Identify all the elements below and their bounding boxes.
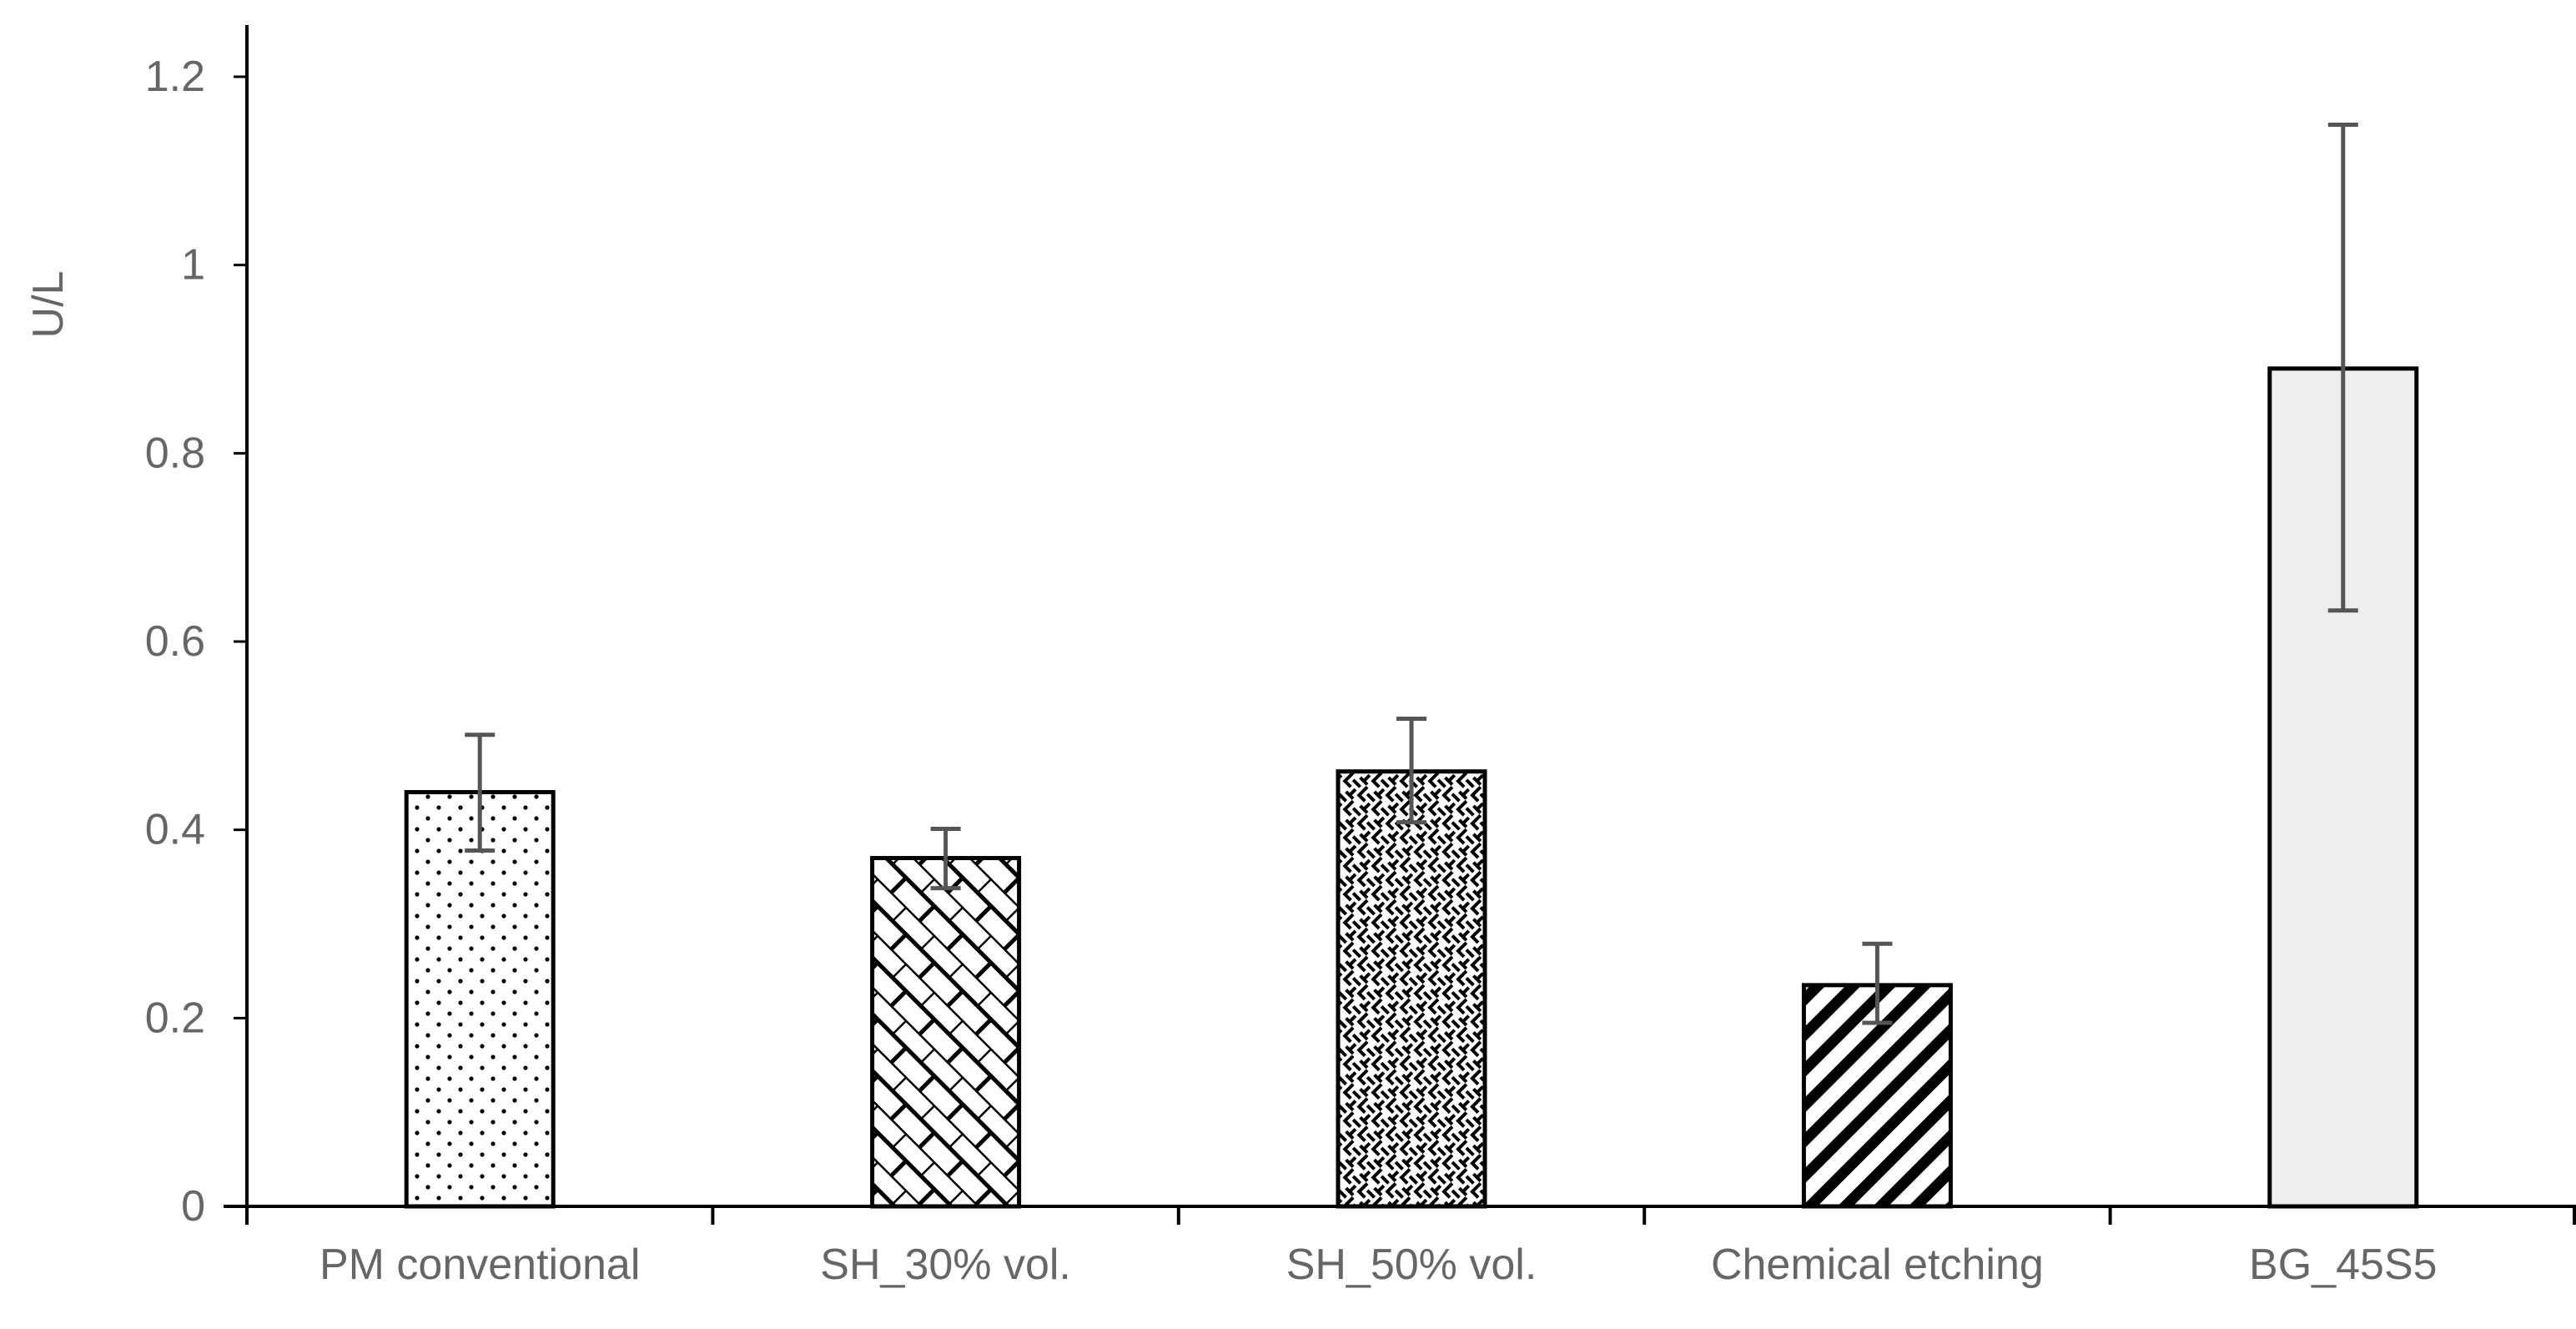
x-tick-label: SH_50% vol. [1286,1241,1537,1289]
x-axis-labels: PM conventional SH_30% vol. SH_50% vol. Che… [319,1241,2438,1289]
x-tick-label: SH_30% vol. [820,1241,1071,1289]
y-axis-label: U/L [24,271,73,339]
error-bars [465,123,2358,1025]
y-tick-label: 1 [181,241,205,289]
x-tick-label: PM conventional [319,1241,640,1289]
y-tick-label: 0.2 [145,994,205,1042]
bars [404,366,2419,1209]
bar-1 [870,856,1022,1209]
bar-0 [404,790,556,1209]
axes [224,25,2576,1225]
error-bar-2 [1396,717,1426,825]
x-tick-label: BG_45S5 [2249,1241,2438,1289]
error-bar-1 [930,827,961,891]
y-tick-label: 0.4 [145,806,205,854]
error-bar-3 [1862,941,1893,1025]
y-axis-ticks: 0 0.2 0.4 0.6 0.8 1 1.2 [145,53,247,1231]
x-tick-label: Chemical etching [1711,1241,2044,1289]
error-bar-0 [465,732,496,853]
y-tick-label: 0 [181,1182,205,1231]
y-tick-label: 0.6 [145,617,205,666]
y-tick-label: 0.8 [145,429,205,477]
y-tick-label: 1.2 [145,53,205,101]
error-bar-4 [2327,123,2358,613]
bar-2 [1336,769,1487,1209]
